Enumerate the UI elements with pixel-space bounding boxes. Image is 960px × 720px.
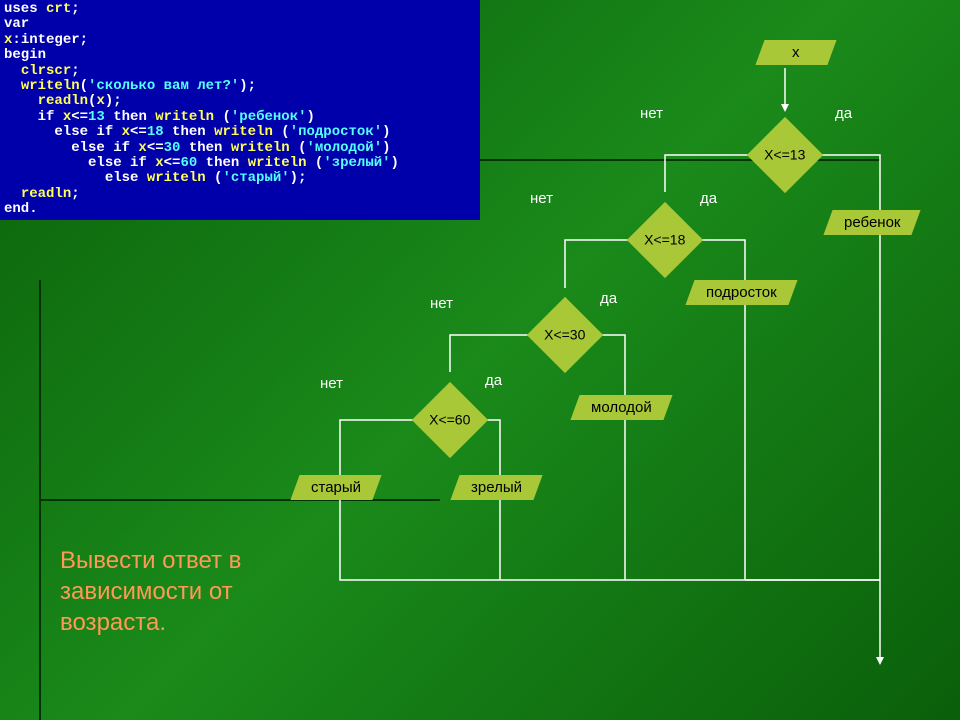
caption-line: зависимости от: [60, 578, 233, 605]
caption-line: Вывести ответ в: [60, 547, 241, 574]
slide-caption: Вывести ответ в зависимости от возраста.: [60, 545, 241, 639]
caption-line: возраста.: [60, 609, 166, 636]
